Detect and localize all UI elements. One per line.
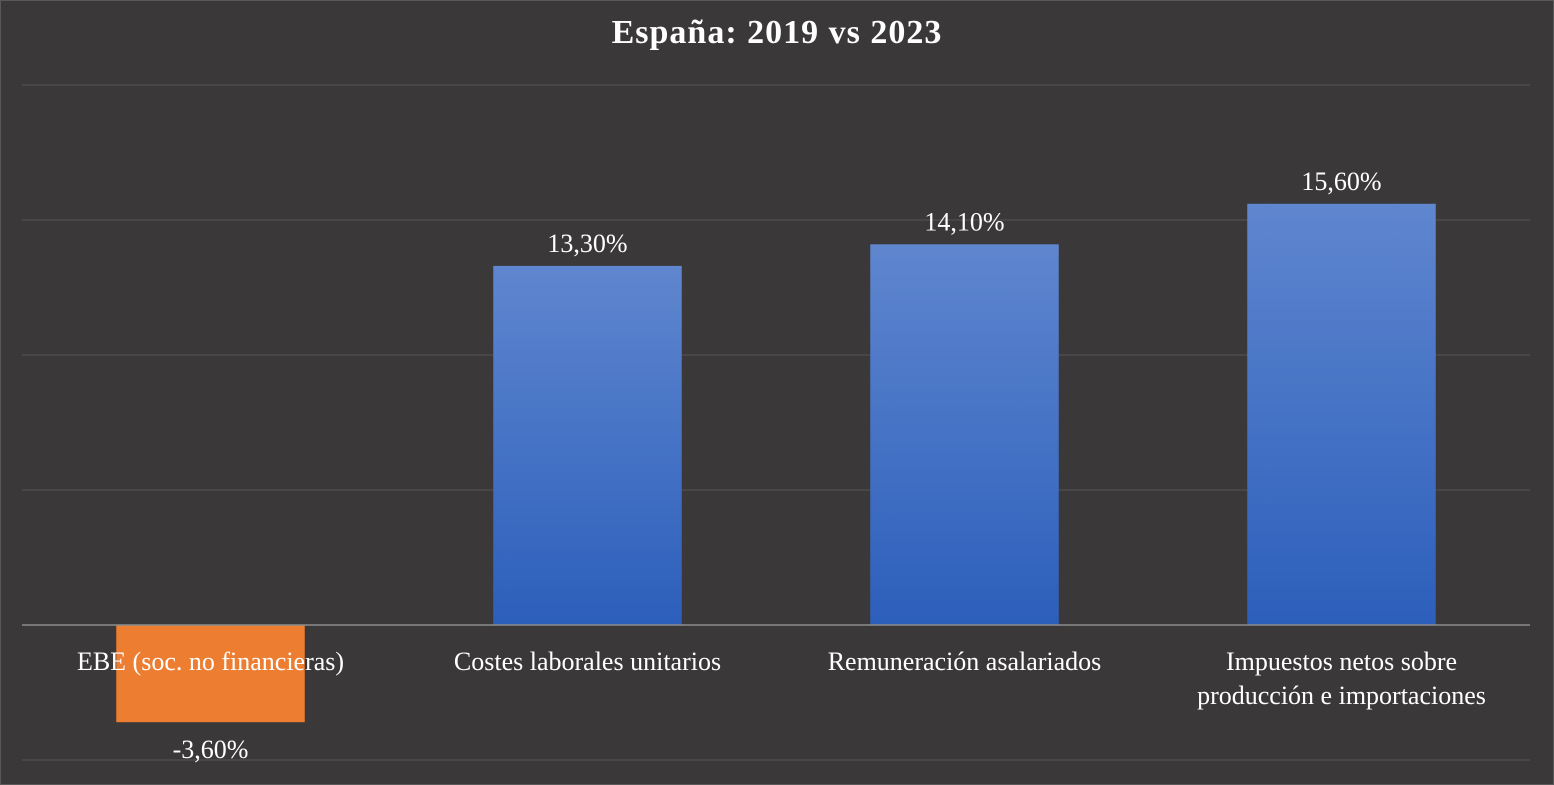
bar [870,244,1059,626]
data-label: 13,30% [547,229,627,258]
category-label: EBE (soc. no financieras) [77,647,344,676]
category-labels: EBE (soc. no financieras) Costes laborale… [77,647,1486,710]
data-labels: -3,60% 13,30% 14,10% 15,60% [173,167,1382,764]
chart-title: España: 2019 vs 2023 [611,14,943,51]
data-label: 15,60% [1301,167,1381,196]
data-label: 14,10% [924,207,1004,236]
bar [493,265,682,625]
category-label: Remuneración asalariados [828,647,1102,676]
bar [1247,203,1436,626]
bar [116,625,305,723]
category-label: Costes laborales unitarios [454,647,721,676]
category-label: Impuestos netos sobre [1226,647,1457,676]
bars [116,203,1436,723]
data-label: -3,60% [173,735,249,764]
category-label: producción e importaciones [1197,681,1486,710]
